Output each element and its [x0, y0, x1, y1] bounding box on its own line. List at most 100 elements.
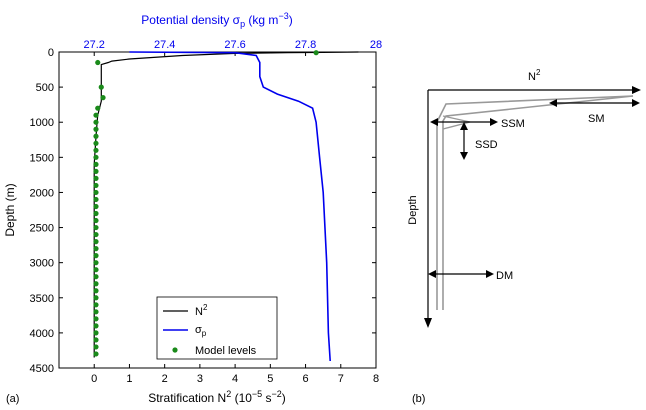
- model-level-point: [93, 316, 99, 322]
- depth-tick-label: 3000: [30, 258, 54, 270]
- depth-tick-label: 500: [36, 82, 54, 94]
- model-level-point: [93, 281, 99, 287]
- ssd-label: SSD: [475, 139, 498, 151]
- model-level-point: [93, 154, 99, 160]
- sigma-profile-line: [129, 51, 331, 362]
- dm-arrowhead-left: [428, 270, 436, 278]
- depth-tick-label: 1500: [30, 152, 54, 164]
- ssm-arrowhead-right: [490, 118, 498, 126]
- model-level-point: [93, 260, 99, 266]
- bottom-tick-label: 1: [126, 373, 132, 385]
- top-tick-label: 27.2: [84, 39, 105, 51]
- model-level-point: [93, 288, 99, 294]
- dm-arrowhead-right: [486, 270, 494, 278]
- model-level-point: [93, 217, 99, 224]
- model-level-point: [93, 231, 99, 238]
- depth-tick-label: 3500: [30, 293, 54, 305]
- model-level-point: [93, 112, 99, 118]
- model-level-point: [100, 95, 106, 101]
- model-level-point: [93, 253, 99, 259]
- model-level-point: [93, 295, 99, 301]
- model-level-point: [93, 309, 99, 315]
- bottom-tick-label: 5: [267, 373, 273, 385]
- top-tick-label: 27.4: [154, 39, 175, 51]
- model-level-point: [93, 175, 99, 181]
- model-level-point: [93, 168, 99, 174]
- bottom-tick-label: 0: [91, 373, 97, 385]
- bottom-tick-label: 2: [162, 373, 168, 385]
- legend-swatch-model-levels: [172, 347, 178, 353]
- top-tick-label: 28: [370, 39, 382, 51]
- dm-label: DM: [496, 270, 513, 282]
- model-level-point: [93, 182, 99, 189]
- bottom-tick-label: 3: [197, 373, 203, 385]
- bottom-tick-label: 4: [232, 373, 238, 385]
- model-level-point: [93, 224, 99, 231]
- model-level-point: [93, 133, 99, 139]
- model-level-point: [93, 302, 99, 308]
- model-level-point: [93, 196, 99, 203]
- legend-label-sigma: σp: [195, 324, 207, 338]
- top-tick-label: 27.8: [295, 39, 316, 51]
- depth-tick-label: 0: [48, 47, 54, 59]
- model-level-point: [93, 246, 99, 252]
- n2-profile-line: [93, 51, 359, 358]
- model-level-point: [93, 323, 99, 329]
- bottom-tick-label: 6: [302, 373, 308, 385]
- model-level-point: [95, 105, 101, 111]
- model-level-point: [93, 119, 99, 125]
- schematic-depth-arrowhead: [424, 318, 432, 328]
- model-level-point: [313, 50, 319, 56]
- ssm-label: SSM: [501, 118, 525, 130]
- legend: N2 σp Model levels: [156, 296, 278, 360]
- model-level-point: [93, 351, 99, 357]
- model-level-point: [93, 330, 99, 336]
- series-layer: [93, 50, 359, 362]
- model-level-point: [93, 274, 99, 280]
- schematic-profile-outer: [436, 95, 634, 310]
- sm-arrowhead-left: [549, 99, 557, 107]
- ssd-arrowhead-top: [460, 122, 468, 130]
- ssm-arrowhead-left: [430, 118, 438, 126]
- panel-label-a: (a): [6, 393, 19, 405]
- model-level-point: [93, 344, 99, 350]
- depth-tick-label: 2500: [30, 223, 54, 235]
- model-level-point: [93, 147, 99, 153]
- sm-label: SM: [588, 113, 605, 125]
- panel-a: 27.2 27.4 27.6 27.8 28 0 1 2 3 4 5 6 7 8 0 500 1000 150…: [3, 11, 382, 405]
- bottom-tick-label: 7: [338, 373, 344, 385]
- model-level-point: [98, 84, 104, 90]
- sm-arrowhead-right: [632, 99, 640, 107]
- model-level-point: [93, 203, 99, 210]
- model-level-point: [95, 59, 101, 66]
- model-level-point: [93, 189, 99, 196]
- legend-label-model-levels: Model levels: [195, 345, 257, 357]
- model-level-point: [93, 267, 99, 273]
- schematic-profile-inner: [442, 95, 634, 310]
- ssd-arrowhead-bottom: [460, 152, 468, 160]
- depth-axis-ticks: 0 500 1000 1500 2000 2500 3000 3500 4000 4500: [30, 47, 376, 375]
- bottom-tick-label: 8: [373, 373, 379, 385]
- model-level-point: [93, 210, 99, 217]
- legend-label-n2: N2: [195, 303, 208, 318]
- schematic-n2-label: N2: [528, 68, 541, 83]
- depth-axis-title: Depth (m): [3, 183, 17, 236]
- model-level-point: [93, 126, 99, 132]
- panel-b: N2 Depth SM SSM SSD DM (b): [407, 68, 641, 405]
- depth-tick-label: 1000: [30, 117, 54, 129]
- model-level-point: [93, 337, 99, 343]
- depth-tick-label: 4500: [30, 363, 54, 375]
- model-level-point: [93, 140, 99, 146]
- top-axis-ticks: 27.2 27.4 27.6 27.8 28: [84, 39, 382, 56]
- schematic-n2-arrowhead: [632, 86, 641, 94]
- model-level-point: [93, 239, 99, 245]
- depth-tick-label: 4000: [30, 328, 54, 340]
- bottom-axis-ticks: 0 1 2 3 4 5 6 7 8: [91, 364, 379, 385]
- top-axis-title: Potential density σp (kg m−3): [141, 11, 292, 29]
- schematic-depth-label: Depth: [407, 195, 419, 224]
- bottom-axis-title: Stratification N2 (10−5 s−2): [148, 389, 286, 405]
- depth-tick-label: 2000: [30, 187, 54, 199]
- top-tick-label: 27.6: [224, 39, 245, 51]
- model-level-point: [93, 161, 99, 167]
